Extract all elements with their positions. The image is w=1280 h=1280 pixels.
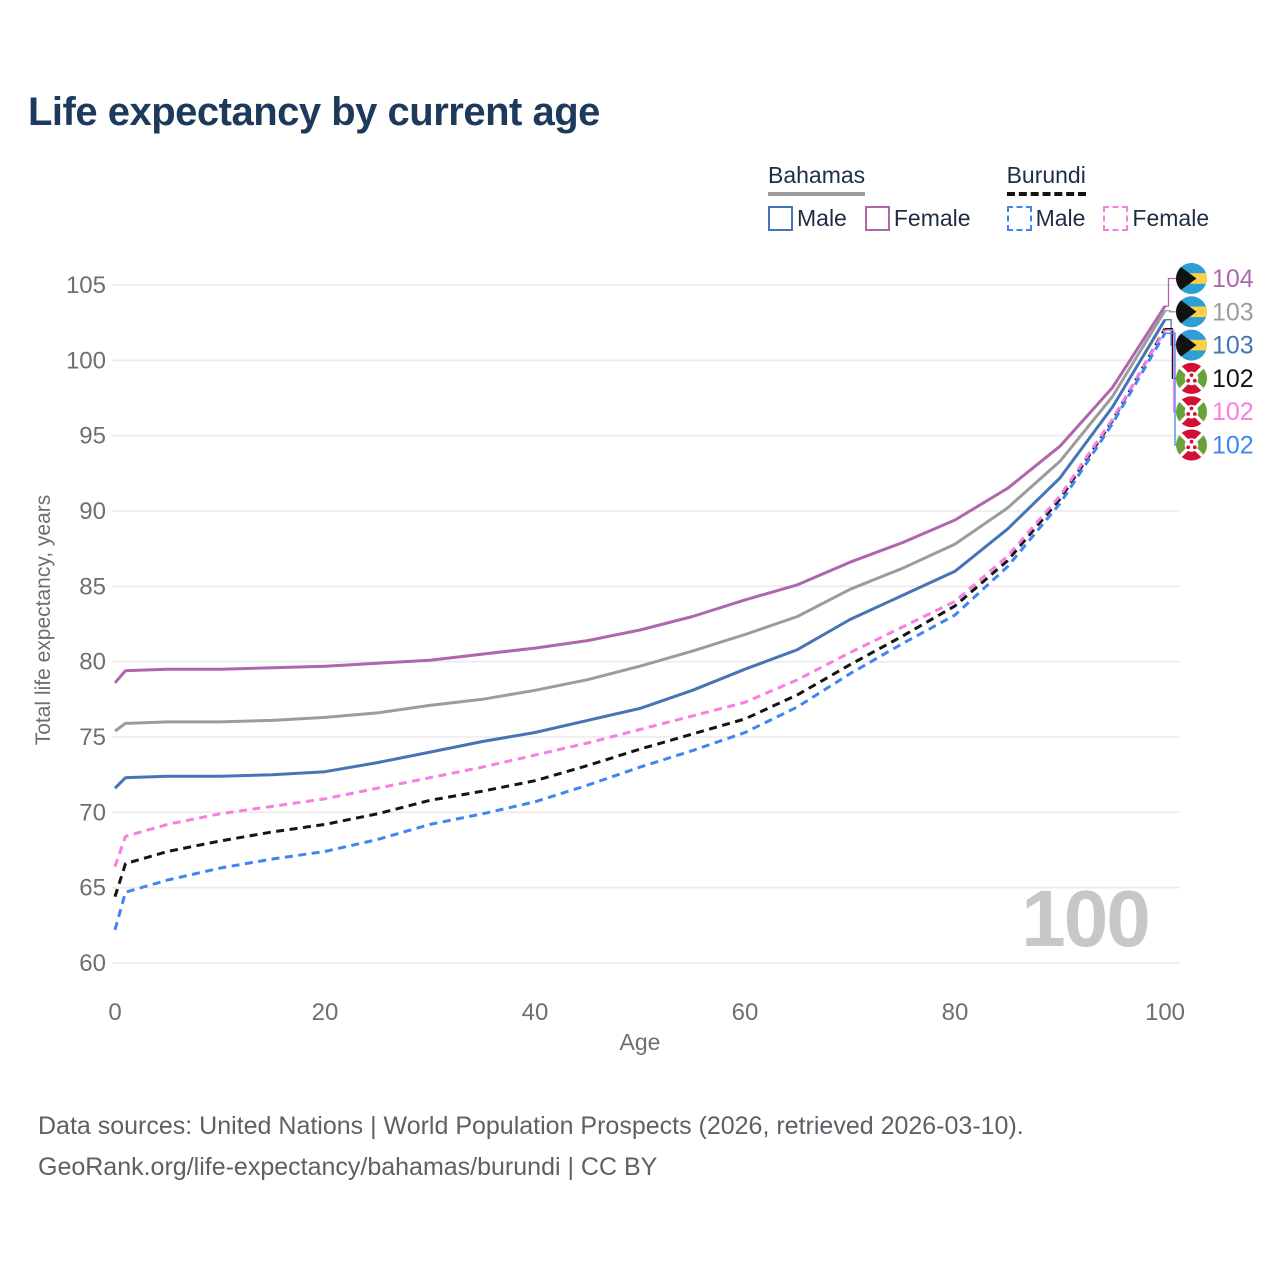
legend-country-label: Bahamas	[768, 162, 866, 196]
x-tick-label: 100	[1145, 999, 1185, 1026]
bahamas-flag-icon	[1176, 329, 1208, 361]
end-value-label-burundi-male: 102	[1212, 432, 1254, 460]
series-line-bahamas-both-sexes	[114, 309, 1167, 733]
x-tick-label: 20	[312, 999, 339, 1026]
legend-checkbox-bahamas-female[interactable]	[864, 206, 890, 231]
age-watermark: 100	[1021, 874, 1148, 963]
y-tick-label: 105	[66, 272, 106, 299]
data-source-line: Data sources: United Nations | World Pop…	[38, 1112, 1024, 1140]
legend-checkbox-burundi-male[interactable]	[1006, 206, 1032, 231]
end-value-label-bahamas-male: 103	[1212, 332, 1254, 360]
legend-checkbox-bahamas-male[interactable]	[768, 206, 793, 231]
legend-item-label: Male	[1035, 205, 1086, 231]
y-tick-label: 95	[79, 423, 106, 450]
y-tick-label: 90	[79, 498, 106, 525]
series-line-bahamas-female	[113, 305, 1167, 684]
legend-country-bahamas[interactable]: Bahamas	[768, 162, 971, 196]
y-tick-label: 75	[79, 724, 106, 751]
legend-checkbox-burundi-female[interactable]	[1103, 206, 1129, 231]
legend-item-label: Female	[1132, 205, 1210, 231]
end-value-label-bahamas-both-sexes: 103	[1212, 298, 1254, 326]
source-url-line: GeoRank.org/life-expectancy/bahamas/buru…	[38, 1153, 658, 1181]
legend-country-label: Burundi	[1006, 162, 1086, 196]
burundi-flag-icon	[1176, 396, 1208, 428]
x-tick-label: 80	[942, 999, 969, 1026]
legend-item-bahamas-male[interactable]: Male	[768, 205, 847, 232]
legend-item-burundi-female[interactable]: Female	[1103, 205, 1209, 232]
legend-country-burundi[interactable]: Burundi	[1006, 162, 1210, 196]
y-tick-label: 70	[79, 799, 106, 826]
end-value-label-bahamas-female: 104	[1212, 265, 1254, 293]
series-line-burundi-both-sexes	[113, 327, 1167, 898]
end-value-label-burundi-female: 102	[1212, 398, 1254, 426]
page-title: Life expectancy by current age	[28, 90, 600, 134]
burundi-flag-icon	[1176, 362, 1208, 394]
label-connector-burundi-male	[1165, 332, 1176, 446]
y-axis-title: Total life expectancy, years	[32, 495, 55, 746]
legend-item-label: Male	[797, 205, 847, 231]
x-tick-label: 60	[732, 999, 759, 1026]
legend-item-label: Female	[893, 205, 971, 231]
source-attribution: Data sources: United Nations | World Pop…	[38, 1106, 1024, 1188]
legend-group-bahamas: Bahamas Male Female	[768, 162, 971, 232]
y-tick-label: 65	[79, 875, 106, 902]
series-line-bahamas-male	[113, 318, 1167, 790]
label-connector-bahamas-female	[1165, 277, 1176, 307]
y-tick-label: 85	[79, 573, 106, 600]
bahamas-flag-icon	[1176, 296, 1208, 328]
series-line-burundi-male	[113, 332, 1167, 931]
legend-item-burundi-male[interactable]: Male	[1006, 205, 1086, 232]
x-tick-label: 40	[522, 999, 549, 1026]
y-tick-label: 100	[66, 347, 106, 374]
y-tick-label: 80	[79, 649, 106, 676]
legend: Bahamas Male Female Burundi Male Female	[768, 162, 1209, 232]
legend-group-burundi: Burundi Male Female	[1006, 162, 1210, 232]
bahamas-flag-icon	[1176, 263, 1208, 295]
y-tick-label: 60	[79, 950, 106, 977]
burundi-flag-icon	[1176, 429, 1208, 461]
end-value-label-burundi-both-sexes: 102	[1212, 365, 1254, 393]
x-tick-label: 0	[108, 999, 121, 1026]
x-axis-title: Age	[620, 1029, 661, 1055]
label-connector-bahamas-both-sexes	[1165, 309, 1176, 313]
legend-item-bahamas-female[interactable]: Female	[864, 205, 971, 232]
series-line-burundi-female	[113, 329, 1167, 868]
